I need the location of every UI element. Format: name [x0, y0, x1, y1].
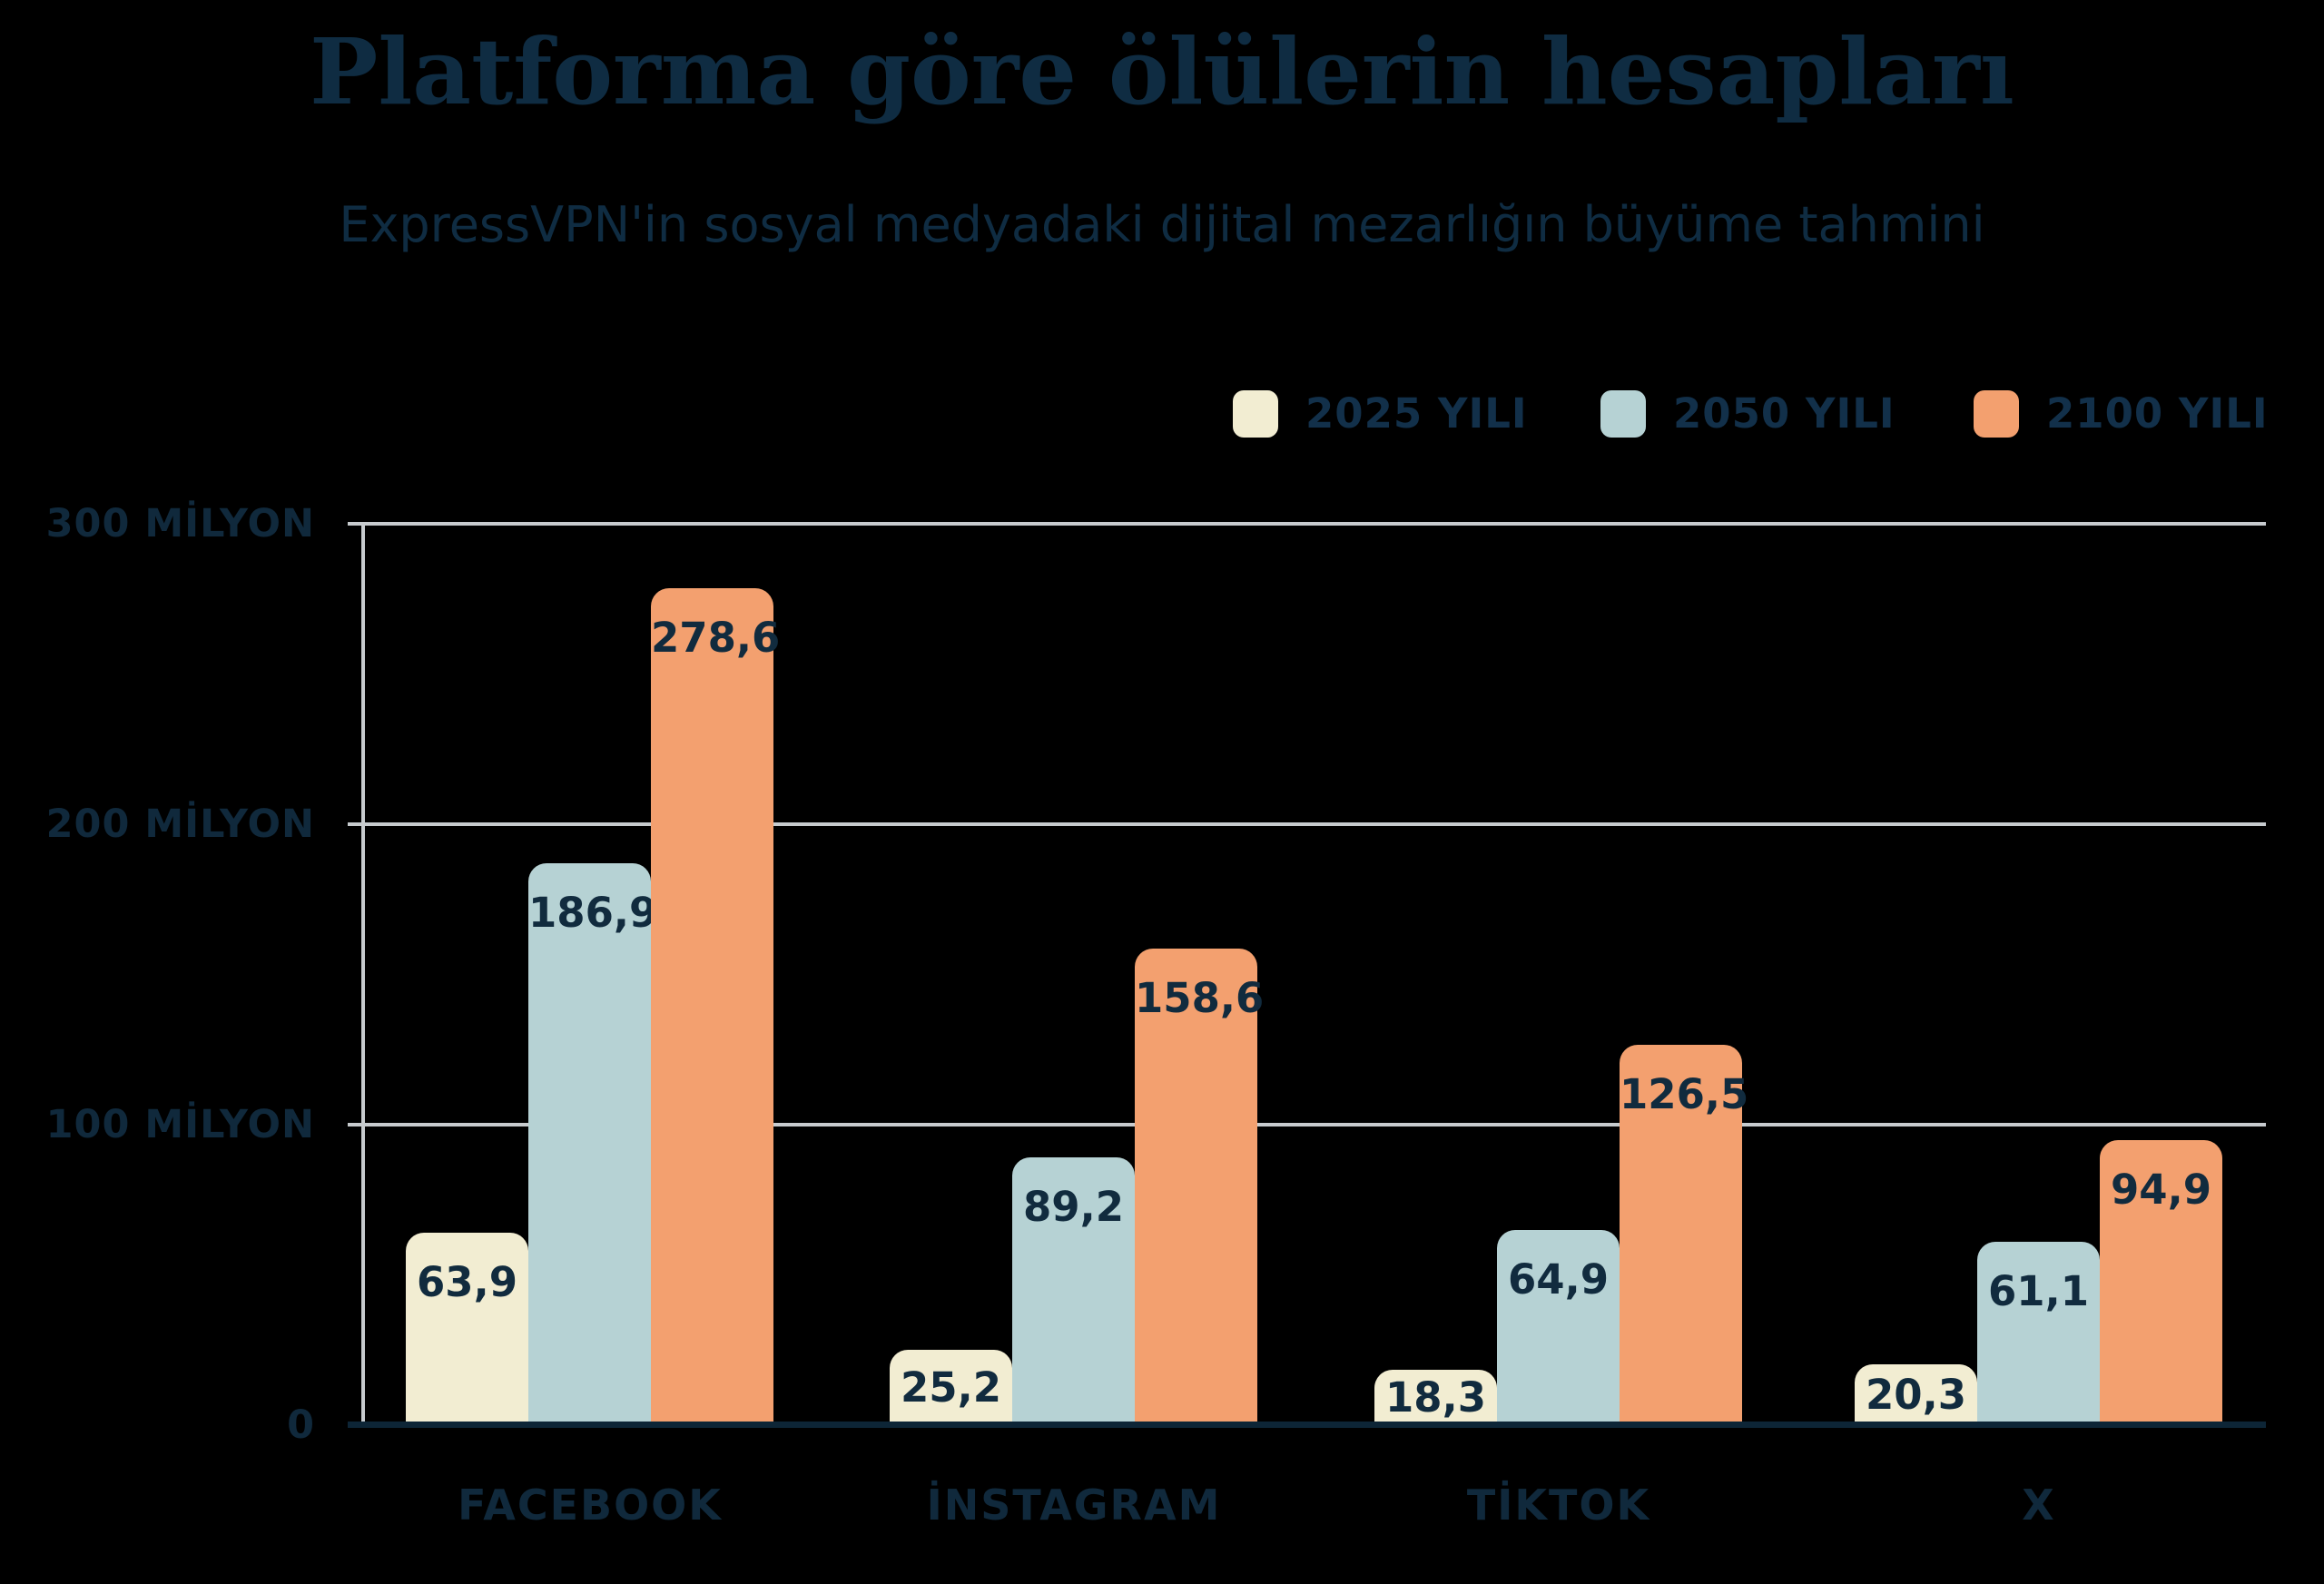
- category-label-x: X: [2022, 1481, 2056, 1530]
- bar-ti̇ktok-2025: 18,3: [1374, 1370, 1497, 1425]
- category-label-i̇nstagram: İNSTAGRAM: [926, 1481, 1222, 1530]
- bar-value-label: 63,9: [416, 1258, 518, 1306]
- bar-value-label: 126,5: [1620, 1070, 1749, 1118]
- bar-x-2100: 94,9: [2100, 1140, 2222, 1425]
- gridline-300: [348, 522, 2266, 526]
- bar-value-label: 89,2: [1022, 1183, 1125, 1231]
- y-axis-line: [361, 524, 365, 1425]
- legend-swatch-2025-icon: [1233, 390, 1278, 438]
- legend-swatch-2050-icon: [1600, 390, 1646, 438]
- bar-facebook-2100: 278,6: [651, 588, 781, 1425]
- bar-i̇nstagram-2050: 89,2: [1012, 1157, 1135, 1425]
- bar-facebook-2025: 63,9: [406, 1233, 528, 1425]
- bar-i̇nstagram-2025: 25,2: [890, 1350, 1012, 1425]
- chart-title: Platforma göre ölülerin hesapları: [310, 18, 2014, 125]
- bar-ti̇ktok-2050: 64,9: [1497, 1230, 1620, 1425]
- y-axis-label-300: 300 MİLYON: [45, 501, 315, 546]
- bar-x-2050: 61,1: [1977, 1242, 2100, 1425]
- bar-value-label: 94,9: [2110, 1166, 2212, 1214]
- x-axis-baseline: [348, 1422, 2266, 1428]
- y-axis-label-0: 0: [287, 1402, 315, 1448]
- category-label-ti̇ktok: TİKTOK: [1466, 1481, 1651, 1530]
- legend-label-2050: 2050 YILI: [1673, 389, 1896, 438]
- bar-value-label: 278,6: [651, 614, 781, 662]
- legend-item-2050: 2050 YILI: [1600, 390, 1896, 438]
- bar-value-label: 20,3: [1865, 1371, 1967, 1419]
- bar-x-2025: 20,3: [1855, 1364, 1977, 1425]
- gridline-100: [348, 1123, 2266, 1127]
- bar-ti̇ktok-2100: 126,5: [1620, 1045, 1749, 1425]
- legend-item-2025: 2025 YILI: [1233, 390, 1528, 438]
- bar-value-label: 18,3: [1384, 1373, 1487, 1422]
- bar-value-label: 186,9: [528, 889, 658, 937]
- category-label-facebook: FACEBOOK: [458, 1481, 723, 1530]
- bar-value-label: 64,9: [1507, 1255, 1610, 1304]
- legend-item-2100: 2100 YILI: [1974, 390, 2269, 438]
- bar-value-label: 25,2: [900, 1363, 1002, 1412]
- bar-value-label: 158,6: [1135, 974, 1265, 1022]
- bar-facebook-2050: 186,9: [528, 863, 658, 1425]
- bar-value-label: 61,1: [1987, 1267, 2090, 1315]
- legend-swatch-2100-icon: [1974, 390, 2019, 438]
- y-axis-label-100: 100 MİLYON: [45, 1102, 315, 1147]
- gridline-200: [348, 822, 2266, 826]
- legend-label-2025: 2025 YILI: [1305, 389, 1528, 438]
- y-axis-label-200: 200 MİLYON: [45, 802, 315, 847]
- legend-label-2100: 2100 YILI: [2046, 389, 2269, 438]
- chart-subtitle: ExpressVPN'in sosyal medyadaki dijital m…: [339, 196, 1985, 253]
- bar-i̇nstagram-2100: 158,6: [1135, 949, 1265, 1425]
